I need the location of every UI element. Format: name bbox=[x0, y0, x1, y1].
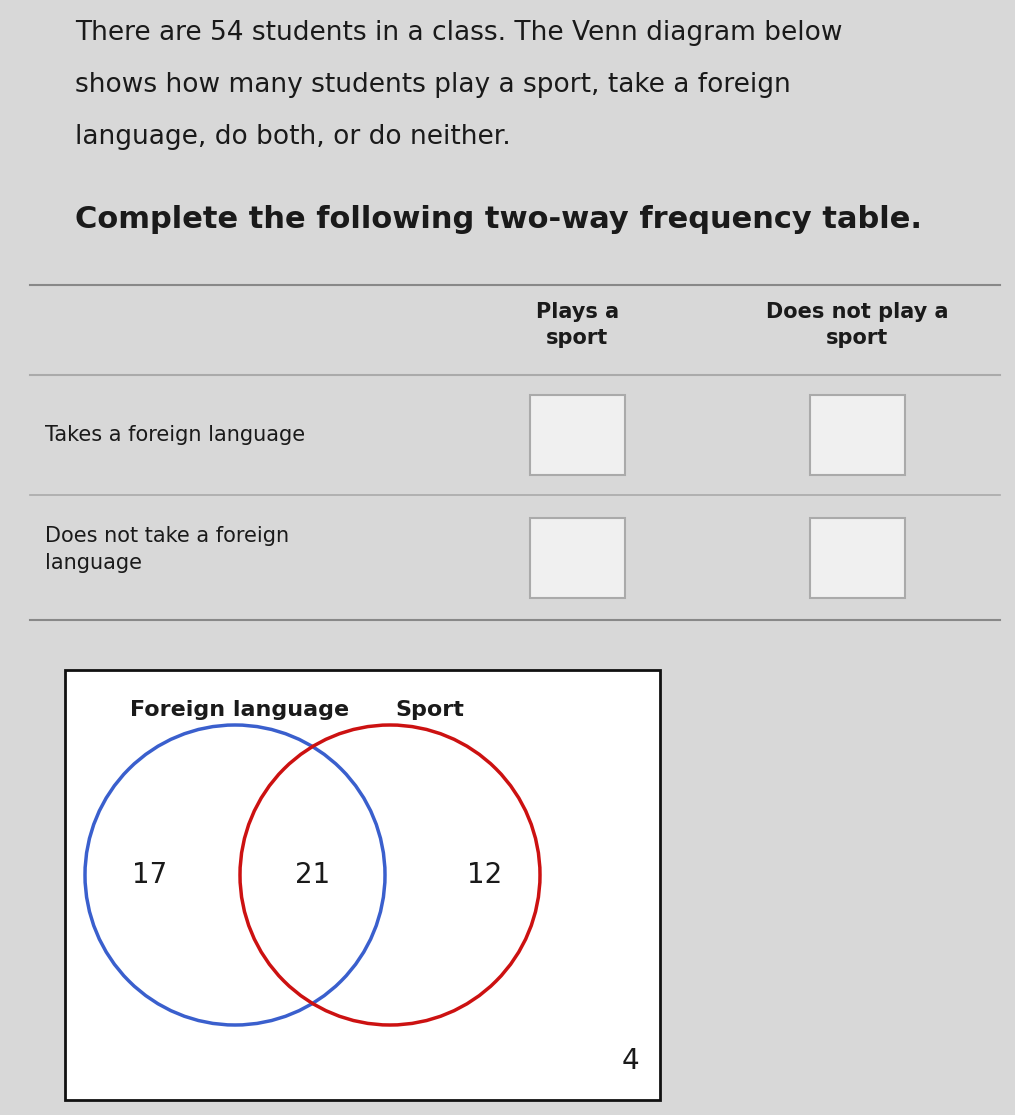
Text: Does not take a foreign
language: Does not take a foreign language bbox=[45, 526, 289, 573]
Text: 4: 4 bbox=[621, 1047, 638, 1075]
Text: shows how many students play a sport, take a foreign: shows how many students play a sport, ta… bbox=[75, 72, 791, 98]
FancyBboxPatch shape bbox=[530, 395, 625, 475]
FancyBboxPatch shape bbox=[530, 517, 625, 598]
FancyBboxPatch shape bbox=[810, 395, 905, 475]
Text: Takes a foreign language: Takes a foreign language bbox=[45, 425, 306, 445]
Text: 17: 17 bbox=[132, 861, 167, 889]
Text: Does not play a
sport: Does not play a sport bbox=[766, 302, 949, 348]
Text: Plays a
sport: Plays a sport bbox=[536, 302, 619, 348]
Text: 21: 21 bbox=[295, 861, 330, 889]
FancyBboxPatch shape bbox=[65, 670, 660, 1101]
FancyBboxPatch shape bbox=[810, 517, 905, 598]
Text: language, do both, or do neither.: language, do both, or do neither. bbox=[75, 124, 511, 151]
Text: 12: 12 bbox=[467, 861, 502, 889]
Text: Foreign language: Foreign language bbox=[130, 700, 349, 720]
Text: There are 54 students in a class. The Venn diagram below: There are 54 students in a class. The Ve… bbox=[75, 20, 842, 46]
Text: Complete the following two-way frequency table.: Complete the following two-way frequency… bbox=[75, 205, 922, 234]
Text: Sport: Sport bbox=[395, 700, 464, 720]
